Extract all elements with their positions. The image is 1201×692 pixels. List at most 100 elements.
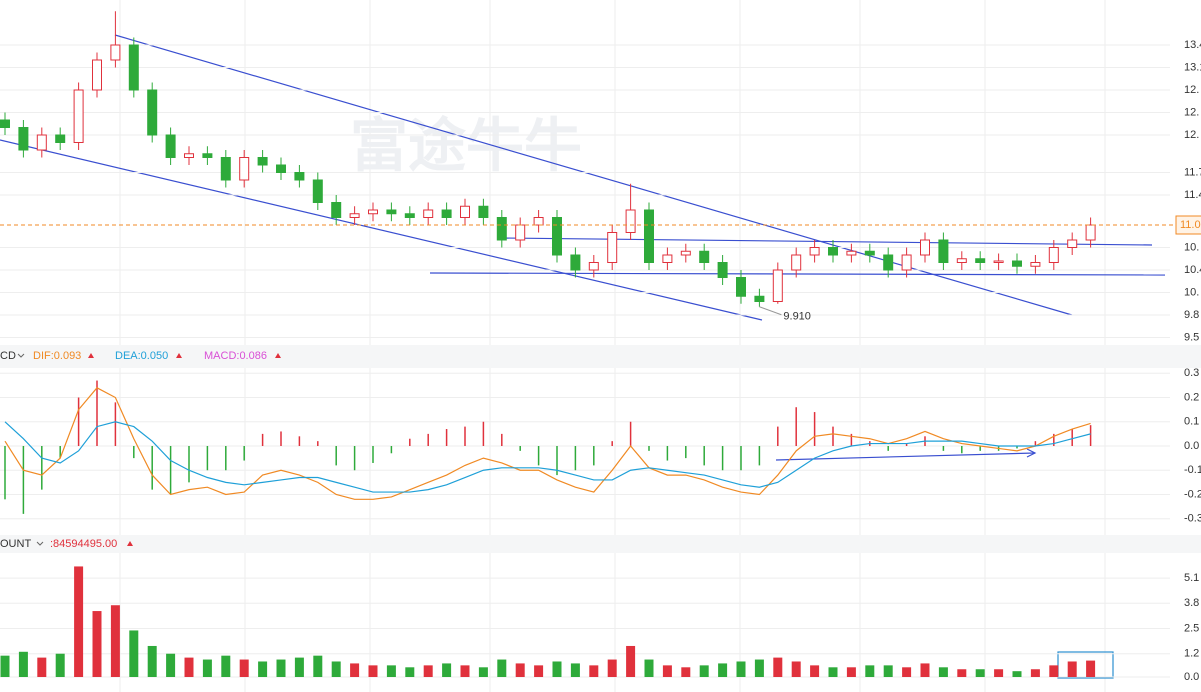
dea-line xyxy=(4,421,1091,493)
volume-bar xyxy=(1086,660,1096,677)
volume-bar xyxy=(736,661,746,677)
volume-bar xyxy=(423,665,433,677)
y-tick-label: 13.1 xyxy=(1184,61,1201,73)
volume-bar xyxy=(957,669,967,677)
candle-body xyxy=(625,209,636,233)
candle-body xyxy=(276,164,286,173)
candle-body xyxy=(1048,247,1059,263)
watermark: 富途牛牛 xyxy=(350,113,582,178)
candle-body xyxy=(699,250,710,263)
volume-bar xyxy=(1049,665,1059,677)
y-tick-label: 12. xyxy=(1184,129,1199,141)
volume-bar xyxy=(626,645,636,677)
candle-body xyxy=(0,119,10,128)
y-tick-label: 10. xyxy=(1184,286,1199,298)
candle-body xyxy=(846,250,857,256)
y-tick-label: 0.3 xyxy=(1184,367,1199,379)
volume-bar xyxy=(110,605,120,677)
candle-body xyxy=(607,232,618,263)
candle-body xyxy=(257,157,268,166)
volume-bar xyxy=(515,663,525,677)
dropdown-icon[interactable] xyxy=(36,541,44,546)
volume-bar xyxy=(607,659,617,677)
volume-bar xyxy=(74,566,84,677)
y-tick-label: 0.0 xyxy=(1184,440,1199,452)
y-tick-label: -0.2 xyxy=(1184,488,1201,500)
macd-legend: DEA:0.050 xyxy=(115,350,168,362)
up-icon xyxy=(127,541,133,546)
trend-lines xyxy=(0,34,1166,679)
y-tick-label: -0.1 xyxy=(1184,464,1201,476)
volume-bar xyxy=(994,669,1004,677)
volume-bar xyxy=(644,659,654,677)
candle-body xyxy=(644,209,654,263)
candle-body xyxy=(202,153,213,158)
volume-bar xyxy=(258,661,268,677)
volume-bar xyxy=(828,667,838,677)
volume-bar xyxy=(773,657,783,677)
volume-bar xyxy=(166,653,176,677)
volume-bar xyxy=(350,663,360,677)
candle-body xyxy=(496,217,507,241)
volume-bar xyxy=(662,665,672,677)
volume-bar xyxy=(534,665,544,677)
low-label: 9.910 xyxy=(783,311,811,323)
volume-bar xyxy=(1030,669,1040,677)
volume-bar xyxy=(681,667,691,677)
volume-bar xyxy=(552,661,562,677)
volume-bar xyxy=(239,659,249,677)
y-tick-label: 5.1 xyxy=(1184,572,1199,584)
candle-body xyxy=(165,134,176,158)
volume-bar xyxy=(184,657,194,677)
volume-bar xyxy=(1012,671,1022,677)
dropdown-icon[interactable] xyxy=(17,353,25,358)
candle-body xyxy=(570,254,581,271)
candle-body xyxy=(423,209,434,218)
candle-body xyxy=(828,247,838,256)
y-tick-label: 13.4 xyxy=(1184,39,1201,51)
candle-body xyxy=(975,258,986,263)
volume-bar xyxy=(497,659,507,677)
volume-bar xyxy=(570,663,580,677)
candle-body xyxy=(128,44,139,91)
volume-bar xyxy=(478,667,488,677)
candle-body xyxy=(754,295,765,302)
candle-body xyxy=(18,127,29,151)
macd-legend: MACD:0.086 xyxy=(204,350,267,362)
candle-body xyxy=(588,262,599,271)
candle-body xyxy=(441,209,452,218)
candle-body xyxy=(552,217,562,256)
macd-legend: DIF:0.093 xyxy=(33,350,81,362)
candle-body xyxy=(515,224,526,241)
volume-bar xyxy=(810,665,820,677)
y-tick-label: 10. xyxy=(1184,241,1199,253)
candle-body xyxy=(864,250,875,256)
candle-body xyxy=(1085,224,1096,241)
volume-bar xyxy=(442,663,452,677)
macd-header xyxy=(0,345,1201,368)
candle-body xyxy=(1012,260,1022,267)
candle-body xyxy=(294,172,305,181)
macd-indicator: CD xyxy=(0,350,16,362)
volume-bar xyxy=(920,663,930,677)
volume-bar xyxy=(313,655,323,677)
candle-body xyxy=(478,205,489,218)
candle-body xyxy=(956,258,967,263)
y-tick-label: 11.7 xyxy=(1184,166,1201,178)
y-tick-label: 9.8 xyxy=(1184,309,1199,321)
y-tick-label: 11.4 xyxy=(1184,189,1201,201)
volume-bar xyxy=(92,611,102,677)
volume-bar xyxy=(202,659,212,677)
volume-bar xyxy=(791,661,801,677)
candle-body xyxy=(110,44,121,61)
candle-body xyxy=(993,260,1004,263)
candle-body xyxy=(220,157,231,181)
y-tick-label: -0.3 xyxy=(1184,513,1201,525)
candle-body xyxy=(92,59,102,91)
candle-body xyxy=(938,239,949,263)
y-tick-label: 2.5 xyxy=(1184,622,1199,634)
volume-bar xyxy=(129,630,139,677)
y-tick-label: 1.2 xyxy=(1184,648,1199,660)
volume-bar xyxy=(147,645,157,677)
